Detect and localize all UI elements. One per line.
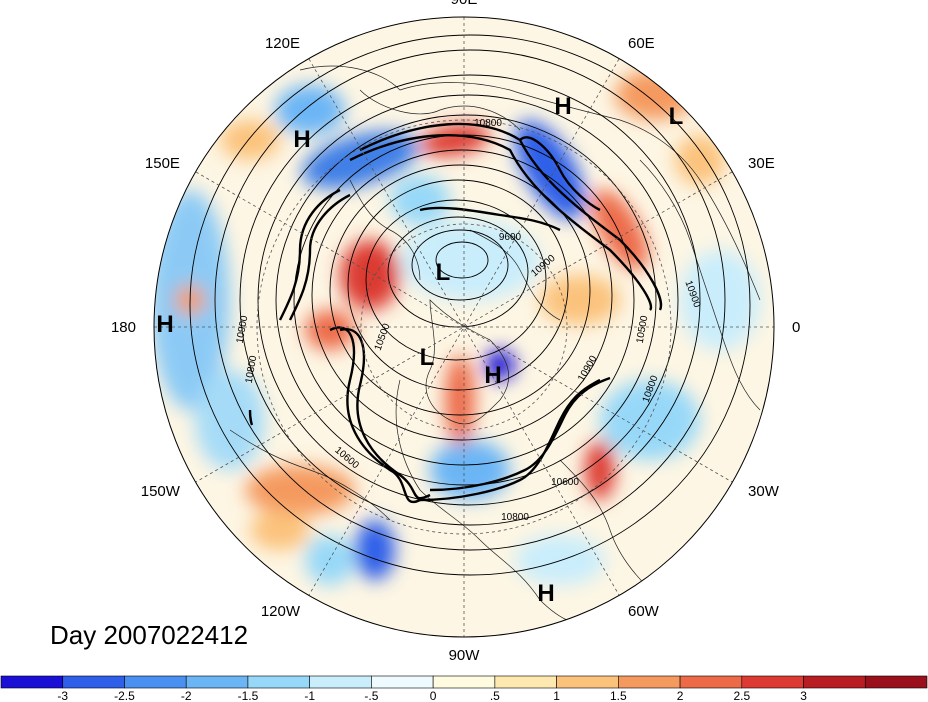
contour-label: 10800 — [244, 354, 260, 384]
colorbar-swatch — [494, 675, 557, 689]
colorbar-swatch — [371, 675, 434, 689]
colorbar-swatch — [803, 675, 866, 689]
colorbar-tick-label: -2 — [181, 689, 192, 702]
lon-label-60e: 60E — [628, 35, 655, 52]
colorbar-swatch — [124, 675, 187, 689]
contour-label: 10900 — [235, 314, 251, 344]
lon-label-30w: 30W — [748, 483, 780, 500]
contour-label: 10500 — [635, 314, 651, 344]
colorbar-tick-label: -1 — [304, 689, 315, 702]
colorbar-swatch — [864, 675, 928, 689]
colorbar-swatch — [62, 675, 125, 689]
lon-label-180: 180 — [111, 319, 136, 336]
colorbar-tick-label: 0 — [430, 689, 437, 702]
colorbar-tick-label: -1.5 — [238, 689, 259, 702]
lon-label-30e: 30E — [748, 155, 775, 172]
colorbar-tick-label: 1 — [553, 689, 560, 702]
colorbar-swatch — [432, 675, 496, 689]
colorbar-tick-label: 3 — [800, 689, 807, 702]
lon-label-120w: 120W — [261, 603, 301, 620]
pressure-center-high-120e: H — [293, 126, 310, 153]
contour-label: 10800 — [501, 512, 529, 523]
pressure-center-high-60e: H — [554, 93, 571, 120]
colorbar-swatch — [618, 675, 681, 689]
colorbar-tick-label: 2.5 — [733, 689, 750, 702]
contour-label: 10600 — [551, 477, 579, 488]
jet-stream-contours — [248, 122, 663, 504]
colorbar-tick-label: .5 — [490, 689, 500, 702]
colorbar-swatch — [0, 675, 64, 689]
lon-label-120e: 120E — [265, 35, 300, 52]
graticule — [154, 17, 774, 637]
lon-label-90e: 90E — [451, 0, 478, 8]
colorbar: -3 -2.5 -2 -1.5 -1 -.5 0 .5 1 1.5 2 2.5 3 — [0, 675, 928, 702]
contour-label: 9600 — [499, 232, 522, 243]
map-border — [153, 16, 775, 638]
height-contours — [189, 34, 751, 576]
colorbar-tick-label: -3 — [57, 689, 68, 702]
colorbar-swatch — [741, 675, 804, 689]
longitude-labels: 90E 60E 30E 0 30W 60W 90W 120W 150W 180 150E 120E — [111, 0, 800, 664]
lon-label-150e: 150E — [145, 155, 180, 172]
lon-label-0: 0 — [792, 319, 800, 336]
pressure-center-high-greenland: H — [484, 362, 501, 389]
pressure-center-low-30e: L — [669, 103, 684, 130]
colorbar-swatch — [185, 675, 249, 689]
colorbar-swatch — [309, 675, 372, 689]
pressure-center-low-central-north: L — [436, 259, 451, 286]
colorbar-tick-label: -.5 — [364, 689, 378, 702]
contour-label: 10800 — [474, 118, 502, 129]
pressure-center-low-central: L — [420, 344, 435, 371]
colorbar-swatch — [679, 675, 743, 689]
colorbar-swatch — [247, 675, 310, 689]
colorbar-swatch — [556, 675, 619, 689]
pressure-center-labels: H H L L H L H H — [156, 93, 683, 607]
lon-label-90w: 90W — [449, 647, 481, 664]
lon-label-150w: 150W — [141, 483, 181, 500]
map-title: Day 2007022412 — [50, 620, 249, 650]
colorbar-tick-label: 2 — [677, 689, 684, 702]
colorbar-tick-label: 1.5 — [610, 689, 627, 702]
lon-label-60w: 60W — [628, 603, 660, 620]
pressure-center-high-180: H — [156, 311, 173, 338]
pressure-center-high-60w: H — [537, 580, 554, 607]
colorbar-tick-label: -2.5 — [114, 689, 135, 702]
